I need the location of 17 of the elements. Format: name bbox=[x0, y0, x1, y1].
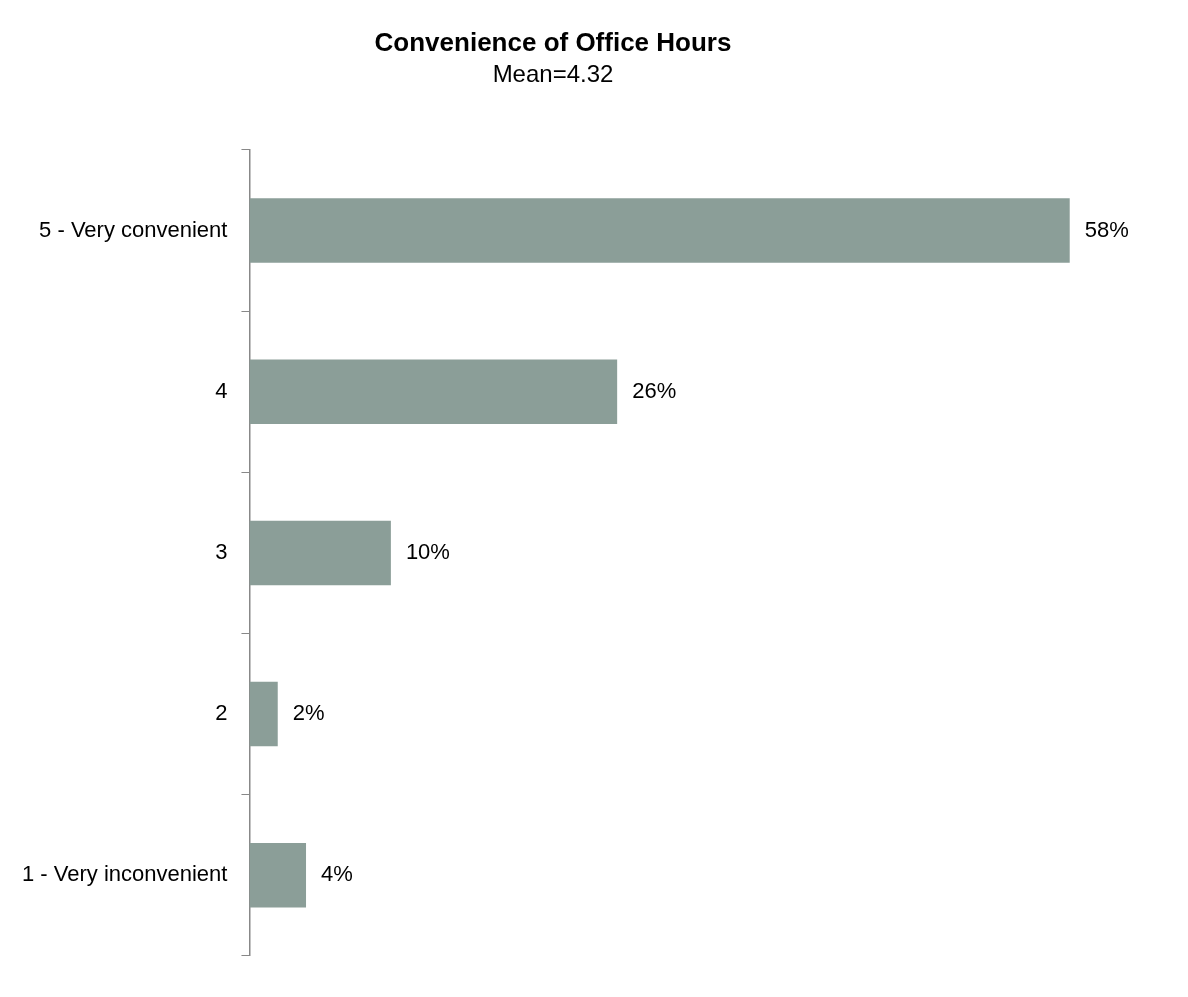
bar bbox=[249, 842, 307, 908]
data-label: 26% bbox=[632, 377, 677, 403]
y-tick-label: 1 - Very inconvenient bbox=[21, 861, 228, 887]
y-tick-label: 2 bbox=[215, 700, 228, 726]
bar bbox=[249, 198, 1070, 263]
data-label: 4% bbox=[321, 861, 353, 887]
data-label: 58% bbox=[1084, 216, 1129, 242]
y-tick-label: 5 - Very convenient bbox=[39, 216, 228, 242]
y-tick-label: 3 bbox=[215, 538, 228, 564]
chart-title: Convenience of Office Hours bbox=[374, 26, 732, 57]
bar bbox=[249, 520, 391, 586]
y-tick-label: 4 bbox=[215, 377, 228, 403]
chart-subtitle: Mean=4.32 bbox=[492, 60, 614, 88]
bar bbox=[249, 359, 618, 424]
bar bbox=[249, 681, 278, 747]
data-label: 2% bbox=[292, 700, 325, 726]
data-label: 10% bbox=[405, 538, 450, 564]
